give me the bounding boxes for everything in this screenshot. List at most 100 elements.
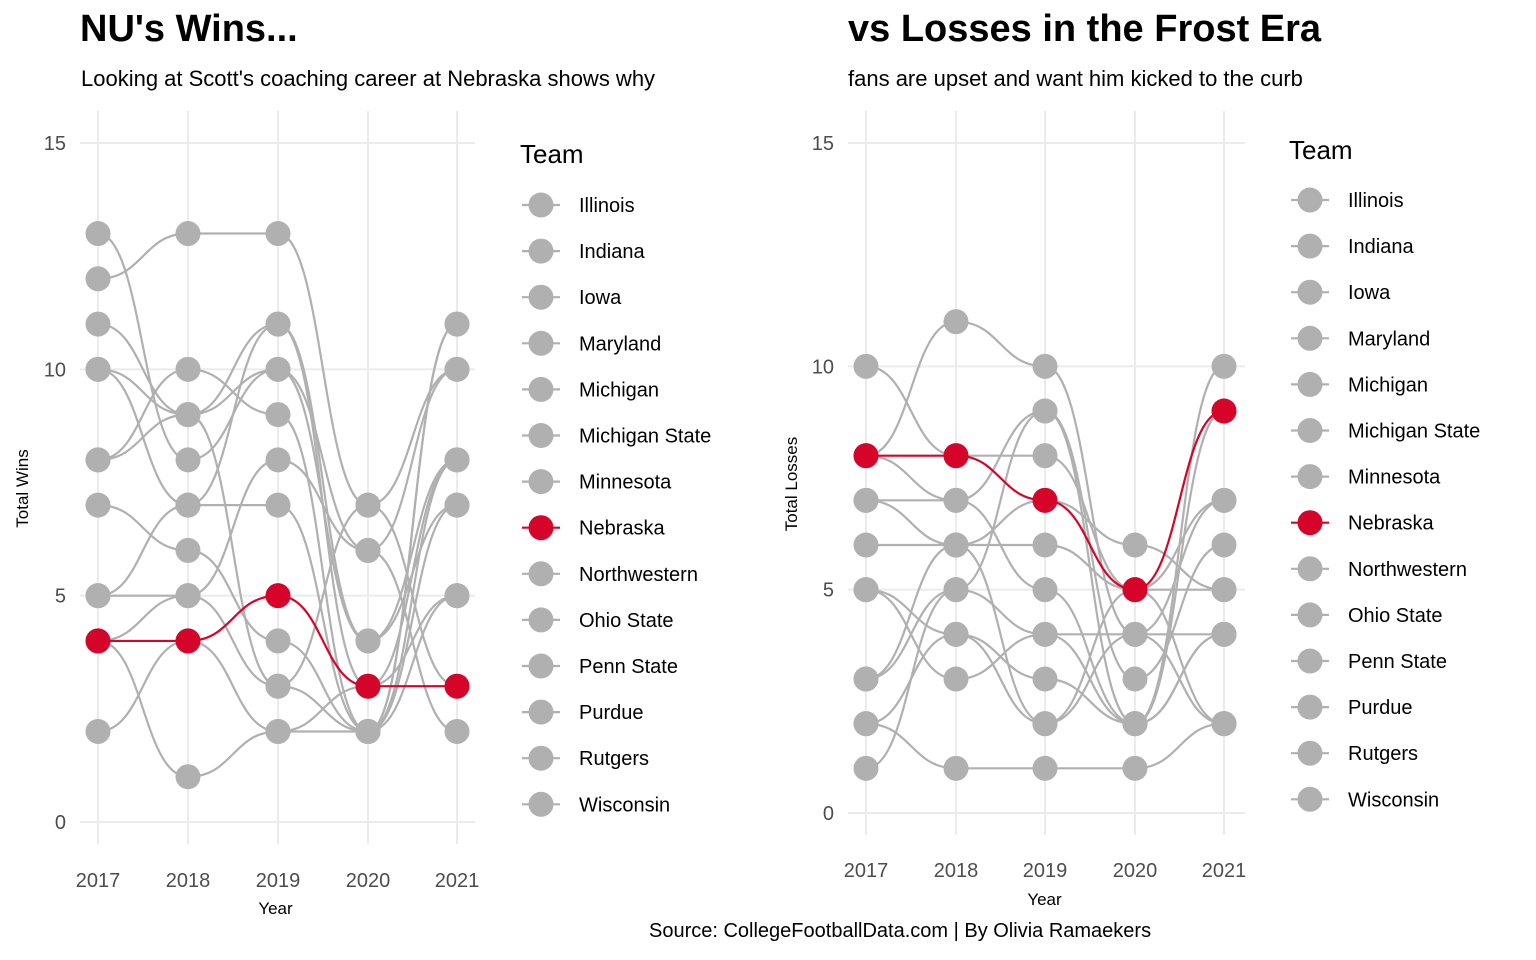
point-wisconsin-2018: [943, 577, 969, 603]
point-rutgers-2021: [444, 583, 470, 609]
point-penn-state-2021: [444, 492, 470, 518]
point-ohio-state-2019: [1032, 755, 1058, 781]
point-purdue-2018: [175, 537, 201, 563]
point-purdue-2020: [355, 718, 381, 744]
point-penn-state-2019: [265, 311, 291, 337]
legend-key-point: [1297, 740, 1323, 766]
point-wisconsin-2021: [1211, 621, 1237, 647]
y-tick-label: 10: [44, 359, 66, 381]
point-rutgers-2018: [943, 309, 969, 335]
legend-item-iowa: Iowa: [522, 284, 622, 310]
legend-item-iowa: Iowa: [1291, 279, 1391, 305]
legend-item-illinois: Illinois: [1291, 187, 1404, 213]
legend-item-nebraska: Nebraska: [522, 515, 665, 541]
series-nebraska: [85, 583, 470, 699]
point-ohio-state-2021: [444, 356, 470, 382]
point-michigan-2017: [853, 577, 879, 603]
legend-label: Purdue: [579, 702, 644, 724]
point-nebraska-2020: [355, 673, 381, 699]
point-illinois-2019: [1032, 443, 1058, 469]
point-penn-state-2017: [853, 711, 879, 737]
point-ohio-state-2019: [265, 221, 291, 247]
wins-legend: Team Illinois Indiana Iowa Maryland Michigan M…: [520, 139, 711, 817]
series-line-illinois: [865, 365, 1225, 591]
point-illinois-2017: [853, 353, 879, 379]
legend-label: Indiana: [1348, 236, 1414, 258]
series-line-penn-state: [97, 322, 458, 643]
point-rutgers-2019: [1032, 353, 1058, 379]
legend-key-point: [1297, 325, 1323, 351]
point-indiana-2019: [265, 447, 291, 473]
losses-legend: Team Illinois Indiana Iowa Maryland Michigan M…: [1289, 135, 1480, 812]
legend-item-maryland: Maryland: [522, 330, 661, 356]
legend-item-minnesota: Minnesota: [1291, 464, 1441, 490]
series-line-rutgers: [865, 320, 1225, 636]
point-wisconsin-2017: [853, 755, 879, 781]
y-tick-label: 10: [812, 356, 834, 378]
legend-item-michigan-state: Michigan State: [522, 423, 711, 448]
point-ohio-state-2020: [1122, 755, 1148, 781]
legend-label: Ohio State: [1348, 605, 1443, 627]
legend-label: Wisconsin: [579, 794, 670, 816]
point-penn-state-2017: [85, 311, 111, 337]
legend-label: Indiana: [579, 241, 645, 263]
legend-key-point: [528, 791, 554, 817]
y-axis-title: Total Wins: [13, 449, 32, 527]
point-nebraska-2018: [175, 628, 201, 654]
point-purdue-2017: [853, 532, 879, 558]
legend-label: Michigan: [579, 379, 659, 401]
legend-item-nebraska: Nebraska: [1291, 510, 1434, 536]
right-chart-subtitle: fans are upset and want him kicked to th…: [848, 66, 1303, 91]
legend-label: Illinois: [1348, 190, 1404, 212]
legend-label: Northwestern: [579, 564, 698, 586]
series-wisconsin: [85, 221, 470, 654]
legend-key-point: [528, 469, 554, 495]
point-indiana-2019: [1032, 577, 1058, 603]
series-line-minnesota: [97, 322, 458, 688]
series-line-michigan-state: [97, 322, 458, 733]
legend-label: Ohio State: [579, 610, 674, 632]
point-michigan-state-2019: [265, 492, 291, 518]
legend-item-maryland: Maryland: [1291, 325, 1430, 351]
point-wisconsin-2020: [355, 628, 381, 654]
legend-item-indiana: Indiana: [522, 238, 645, 264]
point-minnesota-2017: [853, 487, 879, 513]
point-indiana-2021: [444, 718, 470, 744]
legend-key-point: [528, 192, 554, 218]
point-maryland-2018: [175, 583, 201, 609]
point-maryland-2018: [943, 487, 969, 513]
point-purdue-2018: [943, 532, 969, 558]
point-michigan-2017: [85, 447, 111, 473]
point-nebraska-2018: [943, 443, 969, 469]
point-iowa-2019: [1032, 666, 1058, 692]
point-nebraska-2017: [85, 628, 111, 654]
point-rutgers-2020: [1122, 621, 1148, 647]
point-michigan-2018: [175, 356, 201, 382]
legend-label: Iowa: [1348, 282, 1391, 304]
point-wisconsin-2020: [1122, 711, 1148, 737]
legend-label: Nebraska: [579, 518, 665, 540]
legend-key-point: [1297, 233, 1323, 259]
x-axis-title: Year: [1027, 890, 1062, 909]
legend-item-northwestern: Northwestern: [522, 561, 698, 587]
legend-label: Michigan State: [1348, 421, 1480, 443]
x-tick-label: 2017: [76, 870, 121, 892]
legend-key-point: [528, 423, 554, 448]
legend-label: Penn State: [579, 656, 678, 678]
x-tick-label: 2019: [256, 870, 301, 892]
y-tick-label: 0: [823, 803, 834, 825]
legend-key-point: [528, 238, 554, 264]
series-line-ohio-state: [97, 232, 458, 507]
legend-item-minnesota: Minnesota: [522, 469, 672, 495]
left-chart-subtitle: Looking at Scott's coaching career at Ne…: [81, 66, 656, 91]
legend-label: Rutgers: [579, 748, 649, 770]
x-tick-label: 2021: [435, 870, 480, 892]
point-indiana-2021: [1211, 353, 1237, 379]
point-nebraska-2020: [1122, 577, 1148, 603]
legend-key-point: [528, 653, 554, 679]
y-tick-label: 0: [55, 812, 66, 834]
legend-title: Team: [1289, 135, 1353, 165]
series-wisconsin: [853, 577, 1237, 781]
legend-item-northwestern: Northwestern: [1291, 556, 1467, 582]
